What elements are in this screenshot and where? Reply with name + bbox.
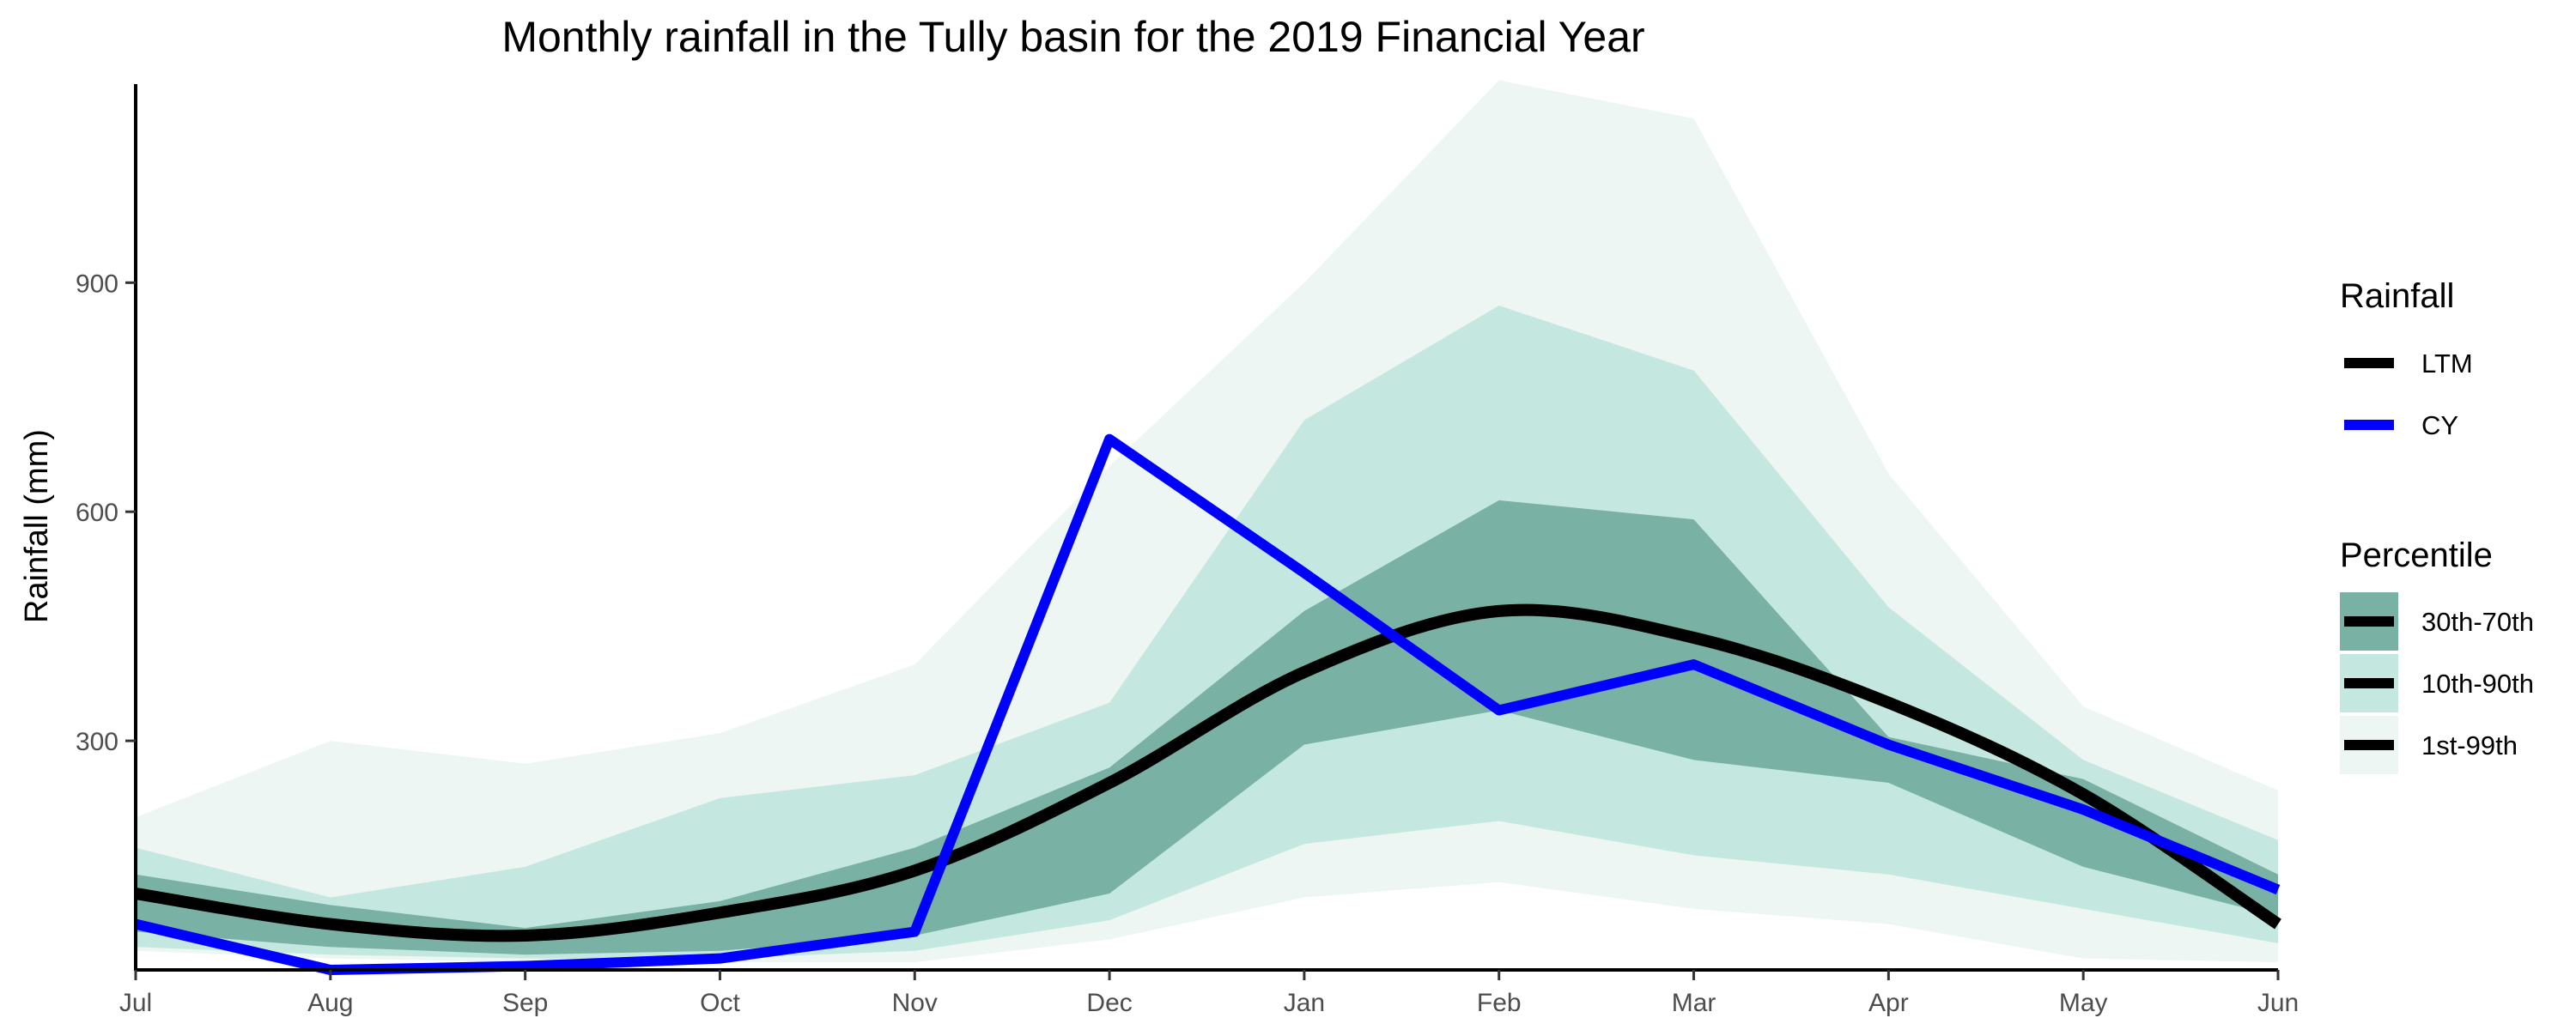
x-tick-label: May xyxy=(2059,989,2108,1017)
x-tick-label: Sep xyxy=(502,989,548,1017)
x-tick-label: Feb xyxy=(1477,989,1522,1017)
legend-title-rainfall: Rainfall xyxy=(2340,277,2454,315)
percentile-bands xyxy=(136,80,2278,963)
chart-title: Monthly rainfall in the Tully basin for … xyxy=(501,13,1644,61)
legend-label-10th-90th: 10th-90th xyxy=(2421,669,2534,699)
y-axis-title: Rainfall (mm) xyxy=(19,429,55,623)
x-tick-label: Jul xyxy=(119,989,152,1017)
legend-label-ltm: LTM xyxy=(2421,348,2473,379)
y-tick-label: 300 xyxy=(76,728,118,756)
legend-title-percentile: Percentile xyxy=(2340,536,2493,574)
x-tick-label: Dec xyxy=(1086,989,1132,1017)
x-tick-label: Mar xyxy=(1672,989,1716,1017)
x-tick-label: Aug xyxy=(307,989,353,1017)
x-tick-label: Jan xyxy=(1284,989,1325,1017)
series-line-cy xyxy=(134,433,2281,975)
x-tick-label: Nov xyxy=(892,989,938,1017)
x-tick-label: Oct xyxy=(700,989,740,1017)
x-tick-label: Jun xyxy=(2257,989,2299,1017)
y-tick-label: 900 xyxy=(76,270,118,298)
x-tick-label: Apr xyxy=(1868,989,1909,1017)
legend-label-30th-70th: 30th-70th xyxy=(2421,607,2534,637)
band-10th-90th xyxy=(136,306,2278,959)
legend-label-1st-99th: 1st-99th xyxy=(2421,730,2518,760)
y-tick-label: 600 xyxy=(76,499,118,527)
legend: Rainfall LTM CY Percentile 30th-70th 10th-90t… xyxy=(2340,277,2534,774)
series-line-ltm xyxy=(134,603,2281,942)
series-lines xyxy=(134,433,2281,975)
axes: 300 600 900 Jul Aug Sep Oct Nov Dec Jan Feb Mar Apr M… xyxy=(76,84,2299,1017)
legend-label-cy: CY xyxy=(2421,410,2458,440)
